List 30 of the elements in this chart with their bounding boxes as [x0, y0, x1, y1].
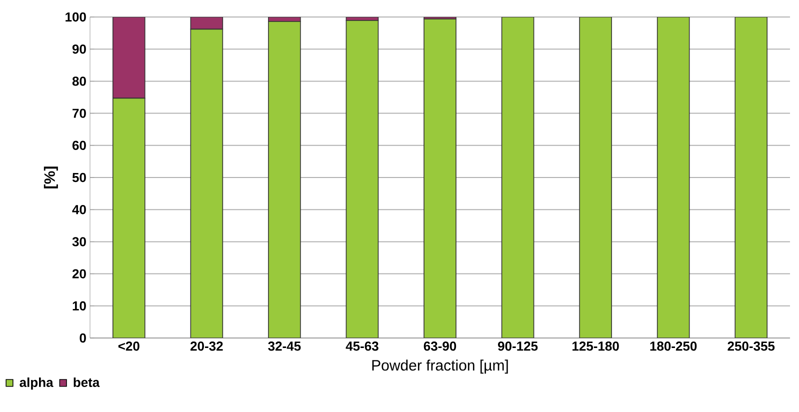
- x-tick-label: 32-45: [268, 342, 301, 351]
- legend-label: alpha: [20, 377, 54, 390]
- bar: [501, 16, 534, 338]
- y-tick-label: 20: [72, 269, 86, 278]
- y-tick-label: 80: [72, 76, 86, 86]
- x-tick-label: 20-32: [190, 342, 223, 351]
- y-tick-label: 10: [72, 301, 86, 310]
- x-tick-label: 125-180: [572, 342, 619, 351]
- x-tick-label: 250-355: [728, 342, 775, 351]
- x-tick-label: 90-125: [498, 342, 538, 351]
- x-tick-label: 180-250: [650, 342, 697, 351]
- bar: [190, 16, 224, 30]
- bar: [579, 16, 612, 338]
- y-tick-label: 60: [72, 140, 86, 150]
- y-tick-label: 40: [72, 204, 86, 214]
- y-tick-label: 30: [72, 237, 86, 246]
- bar: [112, 16, 146, 99]
- bar: [734, 16, 768, 338]
- x-tick-label: <20: [118, 342, 140, 351]
- x-axis-title: Powder fraction [µm]: [372, 360, 508, 374]
- x-tick-label: 45-63: [346, 342, 378, 351]
- y-tick-label: 50: [72, 172, 86, 182]
- y-tick-label: 90: [72, 44, 86, 54]
- x-tick-label: 63-90: [424, 342, 456, 351]
- bar: [656, 16, 690, 338]
- y-tick-label: 70: [72, 108, 86, 118]
- y-tick-label: 0: [80, 333, 86, 343]
- legend-label: beta: [74, 377, 100, 388]
- y-tick-label: 100: [66, 12, 86, 22]
- y-axis-title: [%]: [44, 166, 58, 188]
